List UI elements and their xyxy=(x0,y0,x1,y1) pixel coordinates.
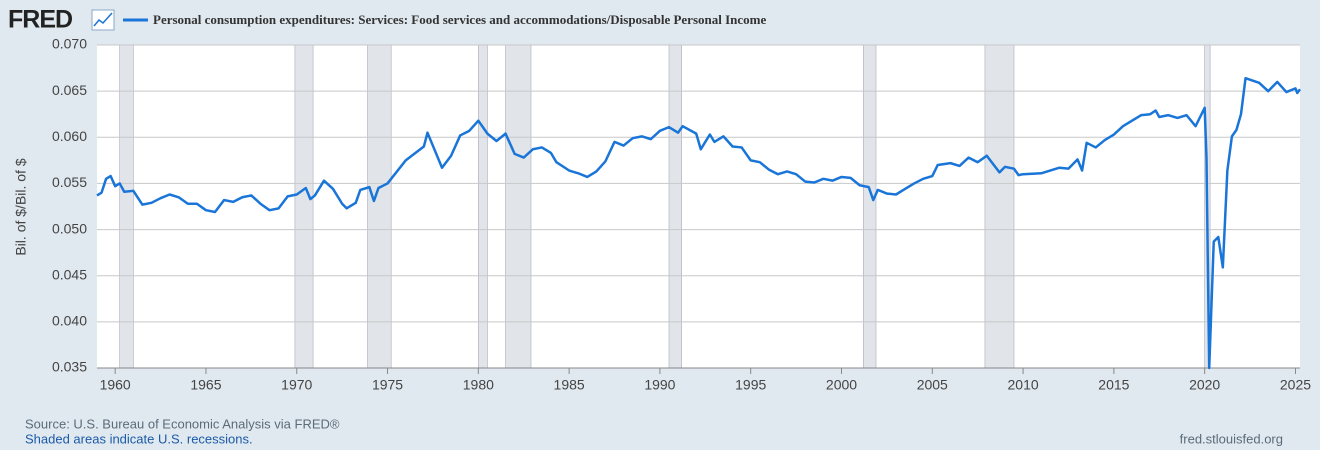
x-tick-label: 2015 xyxy=(1098,377,1129,393)
y-tick-label: 0.055 xyxy=(52,174,87,190)
recession-band xyxy=(862,44,877,369)
source: Source: U.S. Bureau of Economic Analysis… xyxy=(25,416,340,431)
x-tick-label: 1965 xyxy=(190,377,221,393)
y-tick-label: 0.035 xyxy=(52,359,87,375)
y-tick-label: 0.070 xyxy=(52,36,87,52)
y-tick-label: 0.040 xyxy=(52,313,87,329)
site: fred.stlouisfed.org xyxy=(1180,431,1283,446)
y-tick-label: 0.045 xyxy=(52,266,87,282)
y-axis-label: Bil. of $/Bil. of $ xyxy=(13,158,29,255)
recession-band xyxy=(668,44,683,369)
y-tick-label: 0.050 xyxy=(52,220,87,236)
x-tick-label: 1990 xyxy=(644,377,675,393)
y-tick-label: 0.060 xyxy=(52,128,87,144)
recession-band xyxy=(984,44,1015,369)
x-tick-label: 2005 xyxy=(917,377,948,393)
logo-icon xyxy=(91,9,115,31)
x-tick-label: 1980 xyxy=(463,377,494,393)
x-tick-label: 1960 xyxy=(100,377,131,393)
recession-band xyxy=(294,44,314,369)
recession-band xyxy=(505,44,532,369)
x-tick-label: 1995 xyxy=(735,377,766,393)
recession-note: Shaded areas indicate U.S. recessions. xyxy=(25,431,253,446)
x-tick-label: 1970 xyxy=(281,377,312,393)
logo: FRED xyxy=(8,6,72,34)
x-tick-label: 2010 xyxy=(1008,377,1039,393)
data-line xyxy=(96,76,1302,370)
x-tick-label: 2025 xyxy=(1280,377,1311,393)
x-tick-label: 2000 xyxy=(826,377,857,393)
x-tick-label: 2020 xyxy=(1189,377,1220,393)
recession-band xyxy=(367,44,392,369)
plot-area xyxy=(97,45,1300,368)
recession-band xyxy=(478,44,488,369)
y-tick-label: 0.065 xyxy=(52,82,87,98)
legend-label: Personal consumption expenditures: Servi… xyxy=(153,12,766,27)
x-tick-label: 1985 xyxy=(554,377,585,393)
recession-band xyxy=(119,44,134,369)
x-tick-label: 1975 xyxy=(372,377,403,393)
